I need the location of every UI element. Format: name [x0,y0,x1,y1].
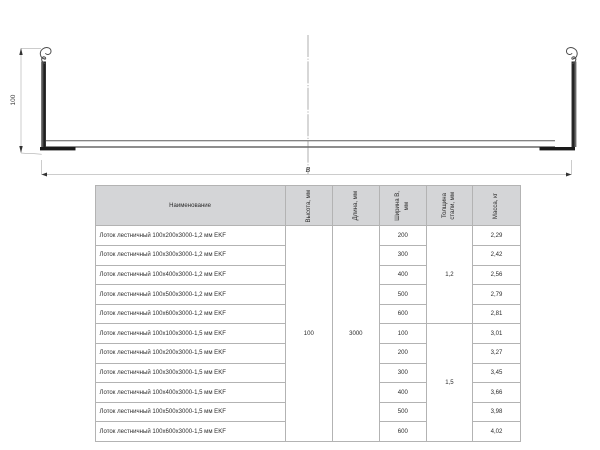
svg-text:100: 100 [10,94,17,105]
svg-text:B: B [306,167,311,174]
